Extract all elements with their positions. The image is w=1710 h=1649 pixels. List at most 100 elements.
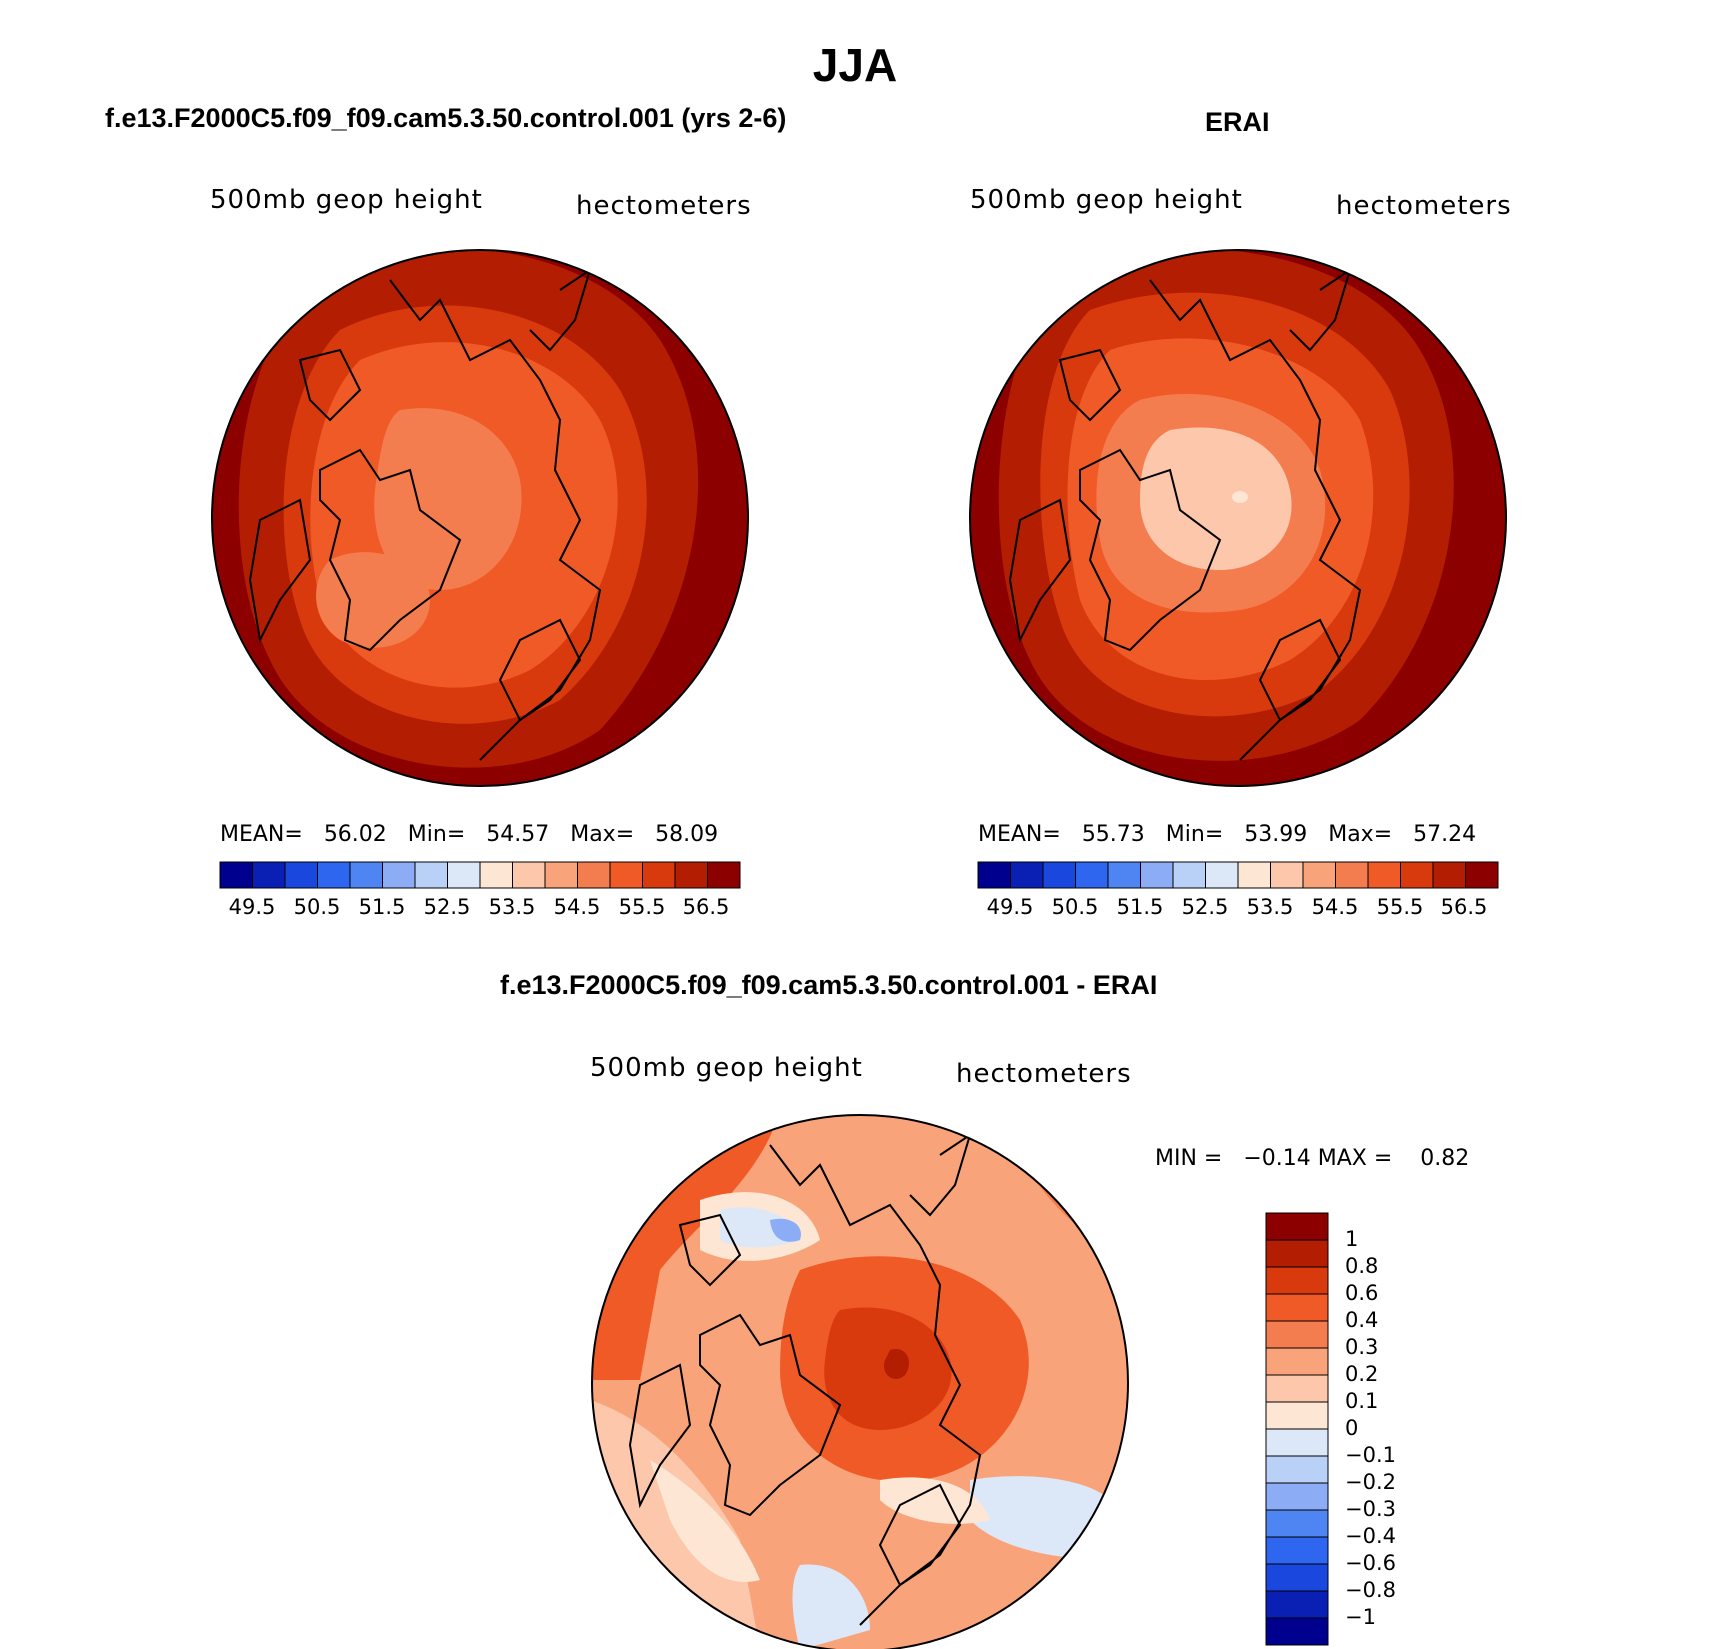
model-colorbar-swatch — [382, 861, 416, 889]
obs-colorbar — [977, 861, 1499, 889]
page-title: JJA — [812, 39, 898, 91]
model-colorbar-swatch — [284, 861, 318, 889]
diff-min-label: MIN = — [1155, 1146, 1223, 1171]
model-colorbar-swatch — [609, 861, 643, 889]
obs-colorbar-swatch — [1042, 861, 1076, 889]
model-colorbar-tick: 50.5 — [293, 895, 341, 919]
obs-min-value: 53.99 — [1244, 822, 1308, 847]
model-stats: MEAN= 56.02 Min= 54.57 Max= 58.09 — [220, 822, 718, 847]
model-colorbar-swatch — [642, 861, 676, 889]
obs-max-label: Max= — [1328, 822, 1393, 847]
diff-colorbar-tick: −0.6 — [1345, 1551, 1396, 1575]
obs-colorbar-tick: 49.5 — [986, 895, 1034, 919]
diff-colorbar-swatch — [1265, 1482, 1329, 1511]
obs-units-label: hectometers — [1336, 191, 1512, 221]
model-colorbar-swatch — [544, 861, 578, 889]
model-map-border — [211, 249, 749, 787]
model-colorbar-tick: 56.5 — [682, 895, 730, 919]
diff-colorbar-swatch — [1265, 1455, 1329, 1484]
diff-colorbar-tick: 0.6 — [1345, 1281, 1379, 1305]
model-colorbar-swatch — [447, 861, 481, 889]
obs-colorbar-tick: 53.5 — [1246, 895, 1294, 919]
obs-colorbar-swatch — [1010, 861, 1044, 889]
diff-variable-label: 500mb geop height — [590, 1053, 863, 1083]
diff-colorbar-swatch — [1265, 1401, 1329, 1430]
diff-contour-band — [880, 1477, 990, 1524]
obs-colorbar-swatch — [1465, 861, 1499, 889]
model-colorbar-swatch — [317, 861, 351, 889]
diff-polar-map — [591, 1114, 1129, 1649]
obs-colorbar-tick: 54.5 — [1311, 895, 1359, 919]
obs-contour-band — [1232, 491, 1248, 503]
diff-colorbar-swatch — [1265, 1266, 1329, 1295]
diff-colorbar-tick: −0.8 — [1345, 1578, 1396, 1602]
diff-min-value: −0.14 — [1243, 1146, 1311, 1171]
diff-colorbar-tick: 0.4 — [1345, 1308, 1379, 1332]
diff-units-label: hectometers — [956, 1059, 1132, 1089]
obs-colorbar-tick: 56.5 — [1440, 895, 1488, 919]
model-colorbar-swatch — [219, 861, 253, 889]
model-units-label: hectometers — [576, 191, 752, 221]
diff-colorbar — [1265, 1212, 1329, 1646]
diff-contour-band — [970, 1476, 1110, 1560]
obs-panel-title: ERAI — [1205, 107, 1270, 137]
diff-colorbar-swatch — [1265, 1239, 1329, 1268]
obs-colorbar-swatch — [1205, 861, 1239, 889]
diff-stats: MIN = −0.14 MAX = 0.82 — [1155, 1146, 1469, 1171]
model-colorbar-swatch — [674, 861, 708, 889]
diff-colorbar-swatch — [1265, 1347, 1329, 1376]
obs-colorbar-swatch — [1335, 861, 1369, 889]
diff-colorbar-swatch — [1265, 1617, 1329, 1646]
obs-max-value: 57.24 — [1413, 822, 1477, 847]
model-colorbar-tick: 54.5 — [553, 895, 601, 919]
diff-colorbar-swatch — [1265, 1320, 1329, 1349]
diff-colorbar-swatch — [1265, 1374, 1329, 1403]
model-contour-band — [316, 552, 430, 648]
obs-colorbar-swatch — [1432, 861, 1466, 889]
obs-colorbar-swatch — [1172, 861, 1206, 889]
model-colorbar-swatch — [252, 861, 286, 889]
model-mean-value: 56.02 — [323, 822, 387, 847]
obs-mean-value: 55.73 — [1081, 822, 1145, 847]
model-colorbar-swatch — [349, 861, 383, 889]
model-colorbar-swatch — [512, 861, 546, 889]
diff-colorbar-swatch — [1265, 1563, 1329, 1592]
obs-colorbar-tick: 51.5 — [1116, 895, 1164, 919]
diff-colorbar-tick: −0.1 — [1345, 1443, 1396, 1467]
obs-stats: MEAN= 55.73 Min= 53.99 Max= 57.24 — [978, 822, 1476, 847]
obs-colorbar-swatch — [1107, 861, 1141, 889]
diff-colorbar-tick: 0.1 — [1345, 1389, 1379, 1413]
obs-polar-map — [969, 249, 1507, 787]
diff-colorbar-tick: −0.2 — [1345, 1470, 1396, 1494]
diff-colorbar-tick: 0.2 — [1345, 1362, 1379, 1386]
diff-colorbar-tick: −1 — [1345, 1605, 1376, 1629]
diff-colorbar-tick: −0.4 — [1345, 1524, 1396, 1548]
diff-coastlines — [628, 1132, 982, 1626]
obs-colorbar-swatch — [1237, 861, 1271, 889]
obs-colorbar-tick: 50.5 — [1051, 895, 1099, 919]
obs-colorbar-swatch — [1367, 861, 1401, 889]
diff-contour-band — [650, 1460, 760, 1582]
model-colorbar-tick: 52.5 — [423, 895, 471, 919]
model-contour-band — [374, 408, 522, 590]
model-colorbar-tick: 51.5 — [358, 895, 406, 919]
obs-colorbar-swatch — [1400, 861, 1434, 889]
obs-colorbar-swatch — [1140, 861, 1174, 889]
obs-colorbar-swatch — [1302, 861, 1336, 889]
model-panel-title: f.e13.F2000C5.f09_f09.cam5.3.50.control.… — [105, 103, 787, 133]
obs-mean-label: MEAN= — [978, 822, 1061, 847]
obs-contour-band — [1140, 427, 1292, 570]
diff-map-border — [591, 1114, 1129, 1649]
diff-colorbar-tick: 1 — [1345, 1227, 1359, 1251]
diff-colorbar-swatch — [1265, 1536, 1329, 1565]
model-colorbar-swatch — [707, 861, 741, 889]
diff-contour-band — [770, 1218, 801, 1242]
model-coastlines — [248, 267, 602, 761]
model-colorbar-swatch — [577, 861, 611, 889]
diff-max-label: MAX = — [1317, 1146, 1393, 1171]
model-min-label: Min= — [407, 822, 466, 847]
model-max-label: Max= — [570, 822, 635, 847]
obs-colorbar-swatch — [1270, 861, 1304, 889]
obs-map-border — [969, 249, 1507, 787]
